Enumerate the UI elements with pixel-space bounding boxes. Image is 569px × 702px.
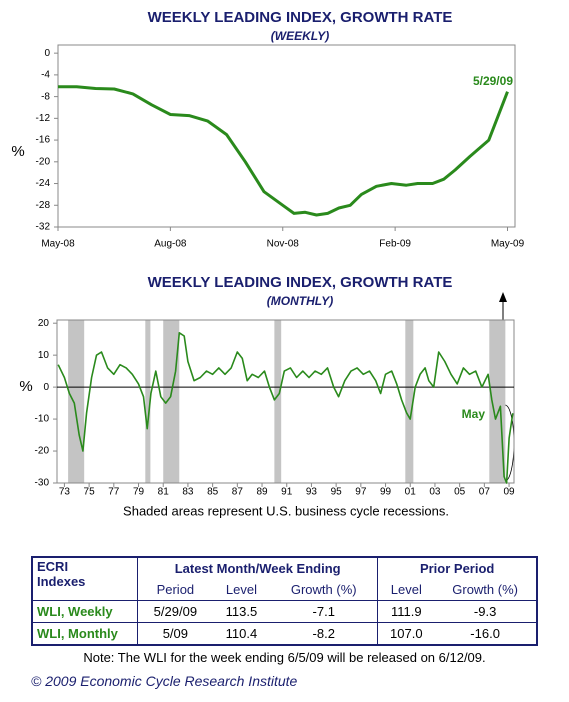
cell: -9.3 (434, 600, 537, 623)
x-tick-label: Nov-08 (267, 239, 300, 250)
arrow-head (499, 292, 507, 302)
data-table: ECRI Indexes Latest Month/Week Ending Pri… (31, 556, 538, 646)
y-tick-label: 10 (38, 350, 50, 361)
row-label: WLI, Monthly (32, 622, 138, 645)
cell: 113.5 (212, 600, 271, 623)
group-header: Prior Period (419, 561, 495, 576)
x-tick-label: May-08 (41, 239, 75, 250)
footnote: Shaded areas represent U.S. business cyc… (123, 503, 449, 518)
row-label: WLI, Weekly (32, 600, 138, 623)
cell: -16.0 (434, 622, 537, 645)
y-tick-label: 0 (43, 382, 49, 393)
y-tick-label: -8 (41, 91, 50, 102)
column-header: Period (156, 582, 195, 597)
x-tick-label: 93 (306, 487, 318, 498)
x-tick-label: Aug-08 (154, 239, 187, 250)
note: Note: The WLI for the week ending 6/5/09… (83, 650, 486, 665)
x-tick-label: 91 (281, 487, 293, 498)
x-tick-label: 01 (405, 487, 417, 498)
y-tick-label: -32 (36, 222, 51, 233)
cell: 110.4 (212, 622, 271, 645)
chart-subtitle: (WEEKLY) (271, 29, 329, 43)
corner-line: Indexes (37, 574, 86, 589)
x-tick-label: 97 (355, 487, 367, 498)
corner: ECRI Indexes (37, 559, 85, 589)
recession-band (274, 320, 282, 483)
cell: 111.9 (377, 600, 435, 623)
x-tick-label: May-09 (491, 239, 525, 250)
y-tick-label: -16 (36, 135, 51, 146)
x-tick-label: 03 (429, 487, 441, 498)
x-tick-label: 87 (232, 487, 244, 498)
cell: 107.0 (377, 622, 435, 645)
chart-title: WEEKLY LEADING INDEX, GROWTH RATE (148, 9, 453, 26)
y-tick-label: -20 (35, 446, 50, 457)
column-header: Growth (%) (270, 579, 379, 601)
copyright: © 2009 Economic Cycle Research Institute (31, 673, 298, 689)
plot-frame (56, 319, 515, 484)
y-tick-label: -20 (36, 156, 51, 167)
chart-subtitle: (MONTHLY) (267, 294, 333, 308)
y-tick-label: -28 (36, 200, 51, 211)
corner-line: ECRI (37, 559, 69, 574)
column-header: Growth (%) (452, 582, 518, 597)
x-tick-label: 81 (158, 487, 170, 498)
recession-band (145, 320, 151, 483)
x-tick-label: 85 (207, 487, 219, 498)
column-header: Level (390, 582, 422, 597)
y-axis-label: % (11, 143, 24, 160)
group-header: Latest Month/Week Ending (137, 557, 379, 579)
cell: -7.1 (270, 600, 379, 623)
data-line (58, 85, 509, 217)
y-tick-label: 0 (44, 48, 50, 59)
plot-frame (57, 44, 516, 228)
cell: 5/09 (137, 622, 213, 645)
annotation: May (462, 407, 486, 421)
charts: WEEKLY LEADING INDEX, GROWTH RATE (WEEKLY… (11, 9, 525, 518)
y-tick-label: -10 (35, 414, 50, 425)
y-tick-label: -4 (41, 70, 50, 81)
x-tick-label: Feb-09 (379, 239, 411, 250)
x-tick-label: 07 (479, 487, 491, 498)
recession-band (68, 320, 85, 483)
x-tick-label: 99 (380, 487, 392, 498)
y-tick-label: -24 (36, 178, 51, 189)
x-tick-label: 09 (503, 487, 515, 498)
recession-band (405, 320, 414, 483)
data-line (57, 332, 514, 484)
recession-band (489, 320, 506, 483)
annotation: 5/29/09 (473, 74, 513, 88)
y-axis-label: % (19, 378, 32, 395)
cell: 5/29/09 (137, 600, 213, 623)
x-tick-label: 75 (84, 487, 96, 498)
x-tick-label: 77 (108, 487, 120, 498)
x-tick-label: 95 (331, 487, 343, 498)
x-tick-label: 73 (59, 487, 71, 498)
x-tick-label: 79 (133, 487, 145, 498)
x-tick-label: 83 (182, 487, 194, 498)
recession-band (163, 320, 180, 483)
chart-title: WEEKLY LEADING INDEX, GROWTH RATE (148, 274, 453, 291)
column-header: Level (225, 582, 257, 597)
x-tick-label: 05 (454, 487, 466, 498)
y-tick-label: -30 (35, 478, 50, 489)
y-tick-label: -12 (36, 113, 51, 124)
y-tick-label: 20 (38, 318, 50, 329)
cell: -8.2 (270, 622, 379, 645)
x-tick-label: 89 (256, 487, 268, 498)
